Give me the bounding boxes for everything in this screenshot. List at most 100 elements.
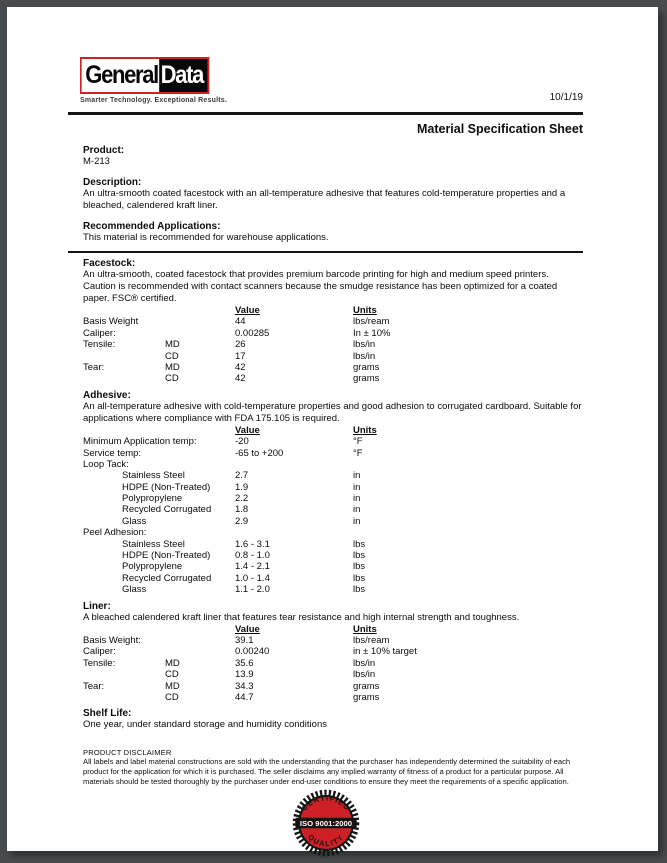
badge-middle-text: ISO 9001:2000 [299, 819, 351, 828]
column-header-value: Value [235, 623, 260, 635]
spec-cell-label: HDPE (Non-Treated) [122, 481, 211, 493]
spec-cell-sublabel: CD [165, 373, 179, 385]
spec-row: Caliper: 0.00240 in ± 10% target [68, 646, 583, 657]
column-header-units: Units [353, 305, 377, 316]
spec-row: Recycled Corrugated 1.0 - 1.4 lbs [68, 573, 583, 584]
spec-row: Glass 1.1 - 2.0 lbs [68, 584, 583, 595]
spec-cell-units: in [353, 493, 361, 505]
spec-cell-units: lbs/in [353, 339, 376, 351]
spec-row: Glass 2.9 in [68, 516, 583, 527]
spec-cell-units: in [353, 504, 361, 516]
document-date: 10/1/19 [549, 92, 583, 103]
spec-cell-label: Caliper: [83, 646, 116, 658]
spec-cell-sublabel: CD [165, 669, 179, 681]
spec-cell-sublabel: MD [165, 361, 180, 373]
page-content: General Data Smarter Technology. Excepti… [68, 7, 583, 863]
company-logo: General Data Smarter Technology. Excepti… [68, 57, 227, 104]
spec-cell-units: In ± 10% [353, 327, 391, 339]
product-value: M-213 [83, 156, 110, 167]
spec-cell-units: grams [353, 691, 380, 703]
table-header: Value Units [68, 624, 583, 635]
spec-cell-units: lbs [353, 561, 366, 573]
header: General Data Smarter Technology. Excepti… [68, 7, 583, 104]
facestock-text: An ultra-smooth, coated facestock that p… [83, 269, 558, 304]
spec-cell-label: Tear: [83, 361, 105, 373]
adhesive-section: Adhesive: An all-temperature adhesive wi… [68, 390, 583, 596]
product-disclaimer: PRODUCT DISCLAIMER All labels and label … [68, 748, 583, 786]
spec-cell-sublabel: MD [165, 339, 180, 351]
spec-cell-value: 2.7 [235, 470, 249, 482]
spec-cell-value: 1.1 - 2.0 [235, 584, 270, 596]
liner-text: A bleached calendered kraft liner that f… [83, 611, 520, 623]
logo-mark: General Data [80, 57, 210, 94]
spec-cell-value: 2.9 [235, 515, 249, 527]
spec-row: Minimum Application temp: -20 °F [68, 436, 583, 447]
spec-cell-units: lbs/ream [353, 316, 390, 328]
spec-cell-label: Polypropylene [122, 493, 183, 505]
spec-cell-sublabel: MD [165, 680, 180, 692]
spec-cell-units: grams [353, 361, 380, 373]
recommended-text: This material is recommended for warehou… [83, 232, 329, 243]
spec-cell-value: 13.9 [235, 669, 254, 681]
spec-cell-units: lbs/ream [353, 634, 390, 646]
spec-cell-value: 17 [235, 350, 246, 362]
spec-row: Tear: MD 42 grams [68, 362, 583, 373]
spec-cell-value: 42 [235, 361, 246, 373]
description-heading: Description: [83, 177, 142, 188]
column-header-value: Value [235, 305, 260, 316]
spec-cell-label: Glass [122, 515, 147, 527]
spec-cell-label: Tensile: [83, 657, 116, 669]
spec-cell-value: 1.0 - 1.4 [235, 572, 270, 584]
spec-cell-units: °F [353, 436, 363, 448]
spec-cell-units: in [353, 470, 361, 482]
recommended-heading: Recommended Applications: [83, 221, 221, 232]
spec-cell-label: Recycled Corrugated [122, 504, 212, 516]
shelf-life-section: Shelf Life: One year, under standard sto… [68, 708, 583, 731]
spec-row: Stainless Steel 2.7 in [68, 470, 583, 481]
spec-row: CD 44.7 grams [68, 692, 583, 703]
spec-cell-value: 0.8 - 1.0 [235, 550, 270, 562]
spec-cell-value: 44 [235, 316, 246, 328]
spec-cell-label: Peel Adhesion: [83, 527, 147, 539]
spec-cell-label: Basis Weight [83, 316, 139, 328]
spec-row: Stainless Steel 1.6 - 3.1 lbs [68, 539, 583, 550]
adhesive-table: Value Units Minimum Application temp: -20… [68, 425, 583, 596]
spec-cell-units: lbs/in [353, 669, 376, 681]
description-text: An ultra-smooth coated facestock with an… [83, 188, 566, 211]
spec-cell-value: 39.1 [235, 634, 254, 646]
logo-text-data: Data [158, 59, 208, 92]
facestock-table: Value Units Basis Weight 44 lbs/ream Calipe… [68, 305, 583, 385]
spec-cell-units: lbs [353, 584, 366, 596]
spec-cell-value: -20 [235, 436, 249, 448]
shelf-life-heading: Shelf Life: [83, 708, 132, 720]
shelf-life-text: One year, under standard storage and hum… [83, 719, 327, 731]
column-header-units: Units [353, 424, 377, 436]
spec-cell-value: 35.6 [235, 657, 254, 669]
header-divider [68, 112, 583, 115]
spec-cell-label: Basis Weight: [83, 634, 141, 646]
spec-cell-units: °F [353, 447, 363, 459]
spec-cell-value: 2.2 [235, 493, 249, 505]
spec-cell-sublabel: MD [165, 657, 180, 669]
spec-cell-label: Stainless Steel [122, 538, 185, 550]
spec-cell-label: Tear: [83, 680, 105, 692]
spec-row: Polypropylene 2.2 in [68, 493, 583, 504]
spec-cell-value: 0.00285 [235, 327, 270, 339]
spec-cell-units: lbs [353, 538, 366, 550]
facestock-section: Facestock: An ultra-smooth, coated faces… [68, 258, 583, 385]
spec-row: Recycled Corrugated 1.8 in [68, 504, 583, 515]
section-divider [68, 251, 583, 253]
spec-cell-value: 44.7 [235, 691, 254, 703]
document-page: General Data Smarter Technology. Excepti… [7, 7, 658, 857]
spec-cell-label: HDPE (Non-Treated) [122, 550, 211, 562]
liner-table: Value Units Basis Weight: 39.1 lbs/ream Cal… [68, 624, 583, 704]
iso-seal-icon: CERTIFIED ISO 9001:2000 QUALITY [292, 789, 359, 857]
column-header-units: Units [353, 623, 377, 635]
spec-cell-label: Tensile: [83, 339, 116, 351]
spec-row: Basis Weight 44 lbs/ream [68, 316, 583, 327]
liner-section: Liner: A bleached calendered kraft liner… [68, 601, 583, 704]
spec-cell-value: 0.00240 [235, 646, 270, 658]
spec-cell-sublabel: CD [165, 691, 179, 703]
table-header: Value Units [68, 305, 583, 316]
spec-cell-units: grams [353, 680, 380, 692]
